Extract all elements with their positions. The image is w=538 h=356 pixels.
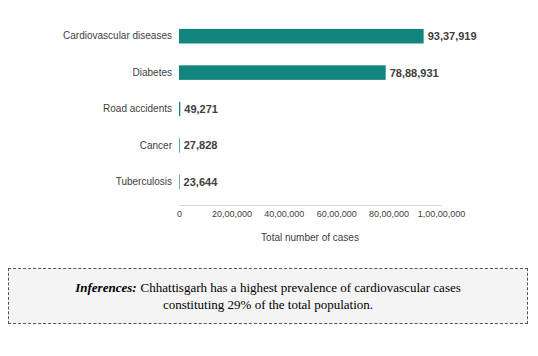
y-tick: Road accidents bbox=[103, 103, 172, 114]
data-label: 49,271 bbox=[184, 103, 218, 115]
y-tick: Diabetes bbox=[133, 67, 172, 78]
data-label: 27,828 bbox=[184, 139, 218, 151]
x-tick-label: 40,00,000 bbox=[264, 209, 304, 219]
x-tick-label: 60,00,000 bbox=[317, 209, 357, 219]
x-axis-line bbox=[180, 205, 442, 206]
y-tick: Cardiovascular diseases bbox=[63, 30, 172, 41]
x-tick-label: 20,00,000 bbox=[212, 209, 252, 219]
category-label: Diabetes bbox=[133, 67, 172, 78]
inference-heading: Inferences: bbox=[75, 280, 136, 295]
inference-text: Inferences: Chhattisgarh has a highest pr… bbox=[49, 279, 487, 313]
x-tick: 20,00,000 bbox=[212, 205, 252, 219]
x-tick: 40,00,000 bbox=[264, 205, 304, 219]
inference-box: Inferences: Chhattisgarh has a highest pr… bbox=[8, 268, 528, 324]
x-tick-label: 1,00,00,000 bbox=[418, 209, 466, 219]
category-label: Cancer bbox=[140, 140, 173, 151]
x-tick-label: 0 bbox=[177, 209, 182, 219]
bar bbox=[179, 102, 180, 117]
data-label: 78,88,931 bbox=[390, 67, 439, 79]
x-tick: 0 bbox=[177, 205, 182, 219]
category-label: Road accidents bbox=[103, 103, 172, 114]
inference-body: Chhattisgarh has a highest prevalence of… bbox=[141, 280, 461, 312]
x-tick: 80,00,000 bbox=[369, 205, 409, 219]
y-tick: Cancer bbox=[140, 140, 173, 151]
x-axis: 0 20,00,000 40,00,000 60,00,000 80,00,000 1,0… bbox=[177, 205, 465, 219]
x-tick-label: 80,00,000 bbox=[369, 209, 409, 219]
y-axis: Cardiovascular diseases Diabetes Road acci… bbox=[63, 30, 173, 187]
x-tick: 1,00,00,000 bbox=[418, 205, 466, 219]
category-label: Tuberculosis bbox=[116, 176, 172, 187]
bars bbox=[179, 29, 424, 189]
y-tick: Tuberculosis bbox=[116, 176, 172, 187]
bar bbox=[179, 175, 180, 190]
bar bbox=[179, 138, 180, 153]
category-label: Cardiovascular diseases bbox=[63, 30, 172, 41]
bar bbox=[179, 65, 386, 80]
bar bbox=[179, 29, 424, 44]
data-label: 23,644 bbox=[184, 176, 219, 188]
x-axis-title: Total number of cases bbox=[261, 232, 359, 243]
chart-svg: Cardiovascular diseases Diabetes Road acci… bbox=[0, 0, 538, 260]
data-label: 93,37,919 bbox=[428, 30, 477, 42]
chart: Cardiovascular diseases Diabetes Road acci… bbox=[0, 0, 538, 264]
x-tick: 60,00,000 bbox=[317, 205, 357, 219]
data-labels: 93,37,919 78,88,931 49,271 27,828 23,644 bbox=[184, 30, 477, 188]
